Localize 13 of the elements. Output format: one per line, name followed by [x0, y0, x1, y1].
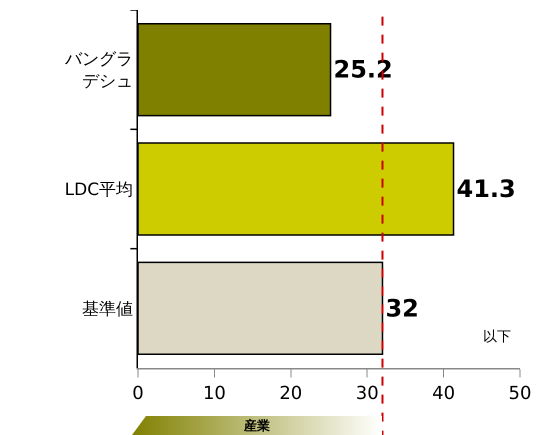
x-tick-label: 20 — [279, 383, 302, 404]
x-tick-label: 50 — [508, 383, 532, 404]
y-tick-label: 基準値 — [82, 299, 134, 320]
data-label: 25.2 — [334, 56, 393, 84]
x-tick-label: 10 — [202, 383, 226, 404]
y-tick-label: LDC平均 — [64, 180, 134, 200]
x-tick-label: 0 — [132, 383, 144, 404]
y-tick-label: バングラデシュ — [64, 50, 134, 92]
data-label: 41.3 — [456, 175, 516, 203]
x-tick-label: 40 — [432, 383, 456, 404]
data-label: 32 — [385, 294, 419, 322]
annotation: 以下 — [483, 329, 511, 345]
x-tick-label: 30 — [356, 383, 379, 404]
